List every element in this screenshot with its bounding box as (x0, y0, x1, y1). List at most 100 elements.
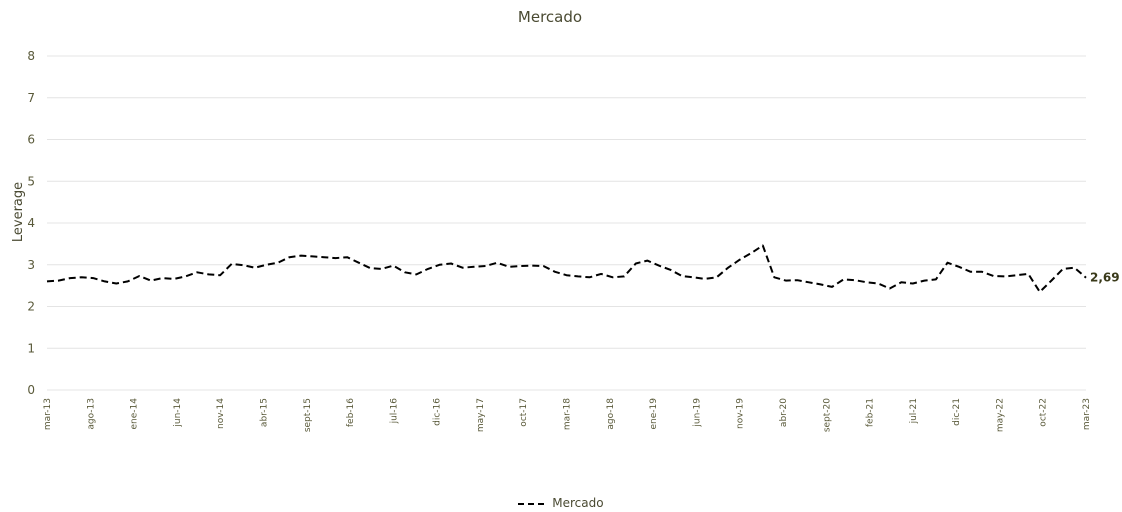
x-tick-label: abr-20 (779, 398, 789, 427)
data-point (657, 264, 660, 267)
data-point (149, 279, 152, 282)
x-tick-label: ago-18 (606, 398, 616, 430)
data-point (1085, 276, 1088, 279)
data-point (530, 264, 533, 267)
x-tick-label: mar-13 (43, 398, 53, 430)
x-tick-label: sept-15 (303, 398, 313, 432)
data-point (496, 261, 499, 264)
x-tick-label: jun-14 (173, 398, 183, 428)
data-point (299, 254, 302, 257)
y-tick-label: 0 (27, 383, 35, 397)
data-point (507, 265, 510, 268)
data-point (946, 261, 949, 264)
data-point (1027, 272, 1030, 275)
data-point (80, 276, 83, 279)
data-point (738, 258, 741, 261)
x-tick-label: nov-19 (736, 398, 746, 429)
data-point (784, 279, 787, 282)
data-point (103, 280, 106, 283)
x-tick-label: jul-21 (909, 398, 919, 424)
data-point (588, 276, 591, 279)
x-tick-label: mar-18 (563, 398, 573, 430)
data-point (380, 267, 383, 270)
data-point (819, 283, 822, 286)
data-point (553, 270, 556, 273)
x-tick-label: oct-22 (1039, 398, 1049, 427)
data-point (346, 256, 349, 259)
data-point (842, 278, 845, 281)
gridlines (47, 55, 1086, 391)
data-point (934, 278, 937, 281)
data-point (219, 274, 222, 277)
data-point (115, 282, 118, 285)
data-point (831, 285, 834, 288)
data-point (138, 275, 141, 278)
y-tick-label: 6 (27, 133, 35, 147)
data-point (542, 265, 545, 268)
data-point (46, 280, 49, 283)
data-point (958, 265, 961, 268)
y-tick-label: 1 (27, 341, 35, 355)
data-point (69, 277, 72, 280)
data-point (161, 277, 164, 280)
data-point (265, 263, 268, 266)
legend: Mercado (0, 496, 1122, 510)
y-tick-label: 8 (27, 49, 35, 63)
x-tick-label: sept-20 (822, 398, 832, 432)
data-point (276, 261, 279, 264)
data-point (369, 267, 372, 270)
x-tick-label: mar-23 (1082, 398, 1092, 430)
data-point (323, 256, 326, 259)
data-point (230, 262, 233, 265)
data-point (403, 271, 406, 274)
x-tick-label: ene-14 (130, 398, 140, 430)
x-tick-label: ene-19 (649, 398, 659, 430)
data-point (484, 265, 487, 268)
data-point (715, 276, 718, 279)
data-point (565, 274, 568, 277)
data-point (611, 276, 614, 279)
data-point (57, 279, 60, 282)
data-point (288, 256, 291, 259)
data-point (1073, 266, 1076, 269)
legend-label: Mercado (552, 496, 604, 510)
data-point (426, 267, 429, 270)
y-tick-label: 4 (27, 216, 35, 230)
last-value-label: 2,69 (1090, 271, 1120, 285)
x-tick-label: oct-17 (519, 398, 529, 427)
x-tick-label: ago-13 (86, 398, 96, 430)
y-tick-label: 2 (27, 300, 35, 314)
data-point (750, 252, 753, 255)
y-axis-label: Leverage (11, 182, 26, 242)
data-point (877, 282, 880, 285)
legend-swatch (518, 502, 545, 505)
x-tick-label: dic-16 (433, 398, 443, 426)
data-point (646, 259, 649, 262)
data-point (704, 277, 707, 280)
x-tick-label: abr-15 (259, 398, 269, 427)
data-point (461, 266, 464, 269)
data-point (311, 255, 314, 258)
data-point (415, 273, 418, 276)
data-point (126, 280, 129, 283)
y-axis-ticks: 0 1 2 3 4 5 6 7 8 (27, 49, 35, 397)
data-point (1050, 279, 1053, 282)
x-tick-label: may-17 (476, 398, 486, 432)
data-point (865, 281, 868, 284)
data-point (773, 276, 776, 279)
x-tick-label: dic-21 (952, 398, 962, 426)
data-point (1015, 274, 1018, 277)
data-point (519, 265, 522, 268)
data-point (969, 270, 972, 273)
x-axis-ticks: mar-13 ago-13 ene-14 jun-14 nov-14 abr-15 sept… (43, 398, 1092, 432)
y-tick-label: 5 (27, 174, 35, 188)
series-layer (46, 244, 1088, 293)
data-point (1038, 290, 1041, 293)
data-point (242, 264, 245, 267)
data-point (196, 271, 199, 274)
data-point (900, 281, 903, 284)
x-tick-label: nov-14 (216, 398, 226, 429)
data-point (992, 275, 995, 278)
